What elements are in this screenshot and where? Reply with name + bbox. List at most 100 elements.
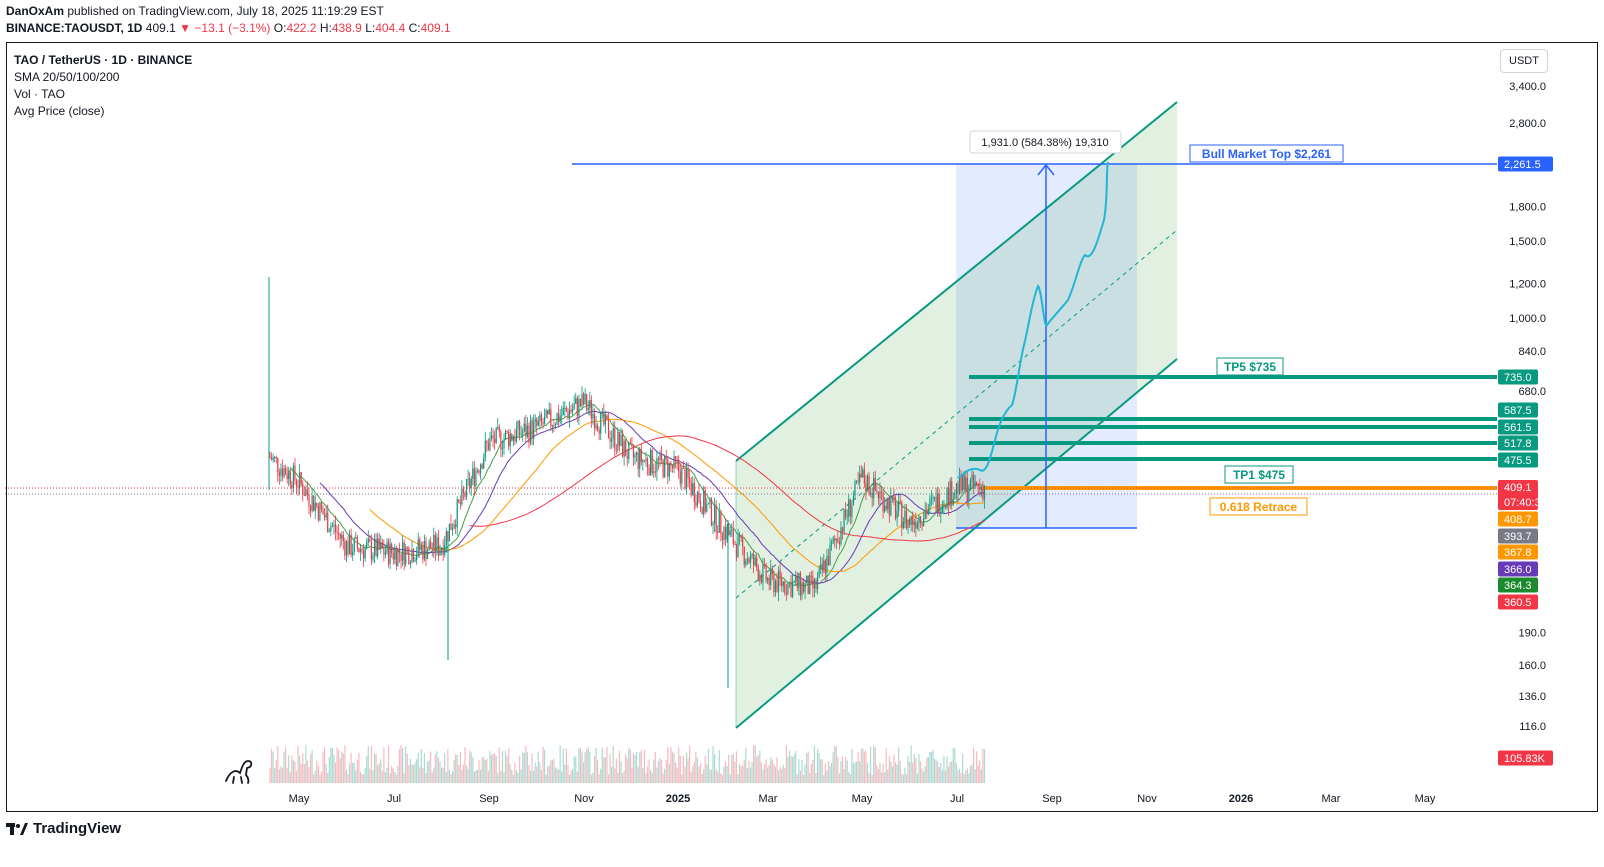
close-value: 409.1 [420, 21, 451, 35]
volume-bar [929, 751, 931, 783]
candle-body [763, 564, 766, 566]
volume-bar [948, 766, 950, 783]
volume-bar [888, 756, 890, 783]
sma-200-line [469, 435, 985, 542]
volume-bar [515, 770, 518, 783]
volume-bar [779, 766, 781, 783]
currency-button[interactable]: USDT [1500, 49, 1548, 73]
dino-icon[interactable] [225, 760, 253, 784]
candle-body [816, 577, 819, 589]
price-tag-label: 105.83K [1504, 753, 1546, 765]
volume-bar [809, 773, 811, 783]
y-tick-label: 2,800.0 [1509, 118, 1546, 130]
volume-bar [320, 771, 323, 783]
candle-body [940, 512, 942, 514]
candle-body [269, 457, 271, 459]
candle-body [899, 501, 901, 503]
volume-bar [804, 764, 806, 783]
volume-bar [966, 768, 968, 783]
volume-bar [430, 751, 432, 783]
candle-body [325, 512, 327, 518]
volume-bar [977, 765, 979, 783]
candle-body [317, 506, 319, 520]
price-tag [1498, 561, 1538, 577]
candle-body [854, 481, 856, 497]
volume-bar [893, 754, 895, 783]
candle-body [270, 457, 273, 460]
volume-bar [671, 751, 674, 783]
volume-bar [370, 746, 372, 783]
volume-bar [378, 763, 380, 783]
candle-body [938, 493, 940, 514]
candle-body [685, 467, 688, 489]
candle-body [487, 443, 489, 450]
candle-body [737, 536, 739, 558]
candle-body [406, 547, 408, 549]
candle-body [309, 505, 312, 511]
legend-avg[interactable]: Avg Price (close) [14, 104, 105, 118]
volume-bar [852, 763, 855, 783]
candle-body [871, 492, 873, 499]
volume-bar [916, 773, 918, 783]
candle-body [636, 452, 638, 455]
volume-bar [796, 774, 798, 783]
candle-body [982, 487, 984, 500]
volume-bar [860, 748, 862, 783]
volume-bar [481, 757, 483, 783]
volume-bar [501, 750, 504, 783]
volume-bar [952, 747, 954, 783]
volume-bar [845, 757, 847, 783]
candle-body [409, 562, 411, 564]
candle-body [971, 474, 973, 481]
volume-bar [898, 747, 900, 783]
candle-body [885, 505, 887, 509]
candle-body [548, 409, 550, 415]
legend-symbol[interactable]: TAO / TetherUS · 1D · BINANCE [14, 53, 193, 67]
volume-bar [394, 772, 396, 783]
volume-bar [793, 754, 795, 783]
annotation-label: TP5 $735 [1224, 360, 1276, 374]
volume-bar [765, 759, 767, 783]
legend-vol[interactable]: Vol · TAO [14, 87, 65, 101]
tradingview-logo[interactable]: TradingView [6, 820, 121, 837]
candle-body [642, 460, 644, 463]
volume-bar [685, 752, 688, 783]
time-axis[interactable]: May Jul Sep Nov 2025 Mar May Jul Sep Nov 2026 Mar Ma… [289, 793, 1436, 805]
candle-body [573, 403, 575, 410]
volume-bar [926, 757, 928, 783]
candle-body [562, 407, 564, 415]
candle-body [621, 434, 624, 457]
volume-bar [625, 754, 627, 783]
candle-body [923, 518, 925, 527]
candle-body [338, 532, 340, 534]
candle-body [976, 481, 978, 485]
volume-bar [363, 774, 365, 783]
volume-bar [274, 767, 276, 783]
volume-bar [759, 750, 761, 783]
candle-body [572, 409, 574, 412]
price-axis[interactable]: 3,400.0 2,800.0 1,800.0 1,500.0 1,200.0 1,000… [1509, 81, 1546, 733]
candle-body [467, 478, 469, 480]
volume-bar [965, 770, 967, 783]
candle-body [735, 543, 738, 558]
volume-bar [313, 774, 315, 783]
volume-bar [749, 767, 752, 783]
candle-body [815, 579, 817, 589]
volume-bar [327, 772, 329, 783]
legend-sma[interactable]: SMA 20/50/100/200 [14, 70, 120, 84]
candle-body [529, 420, 532, 443]
volume-bar [795, 751, 797, 783]
author-name[interactable]: DanOxAm [6, 4, 65, 18]
volume-bar [397, 765, 399, 783]
volume-bar [851, 748, 853, 783]
volume-bar [492, 753, 494, 783]
candle-body [784, 581, 786, 593]
price-tag [1498, 452, 1538, 468]
legend-panel: TAO / TetherUS · 1D · BINANCE SMA 20/50/… [14, 52, 192, 120]
candle-body [787, 582, 789, 594]
candle-body [690, 483, 692, 495]
volume-bar [696, 757, 699, 783]
volume-bar [667, 747, 669, 783]
candle-body [710, 498, 713, 526]
